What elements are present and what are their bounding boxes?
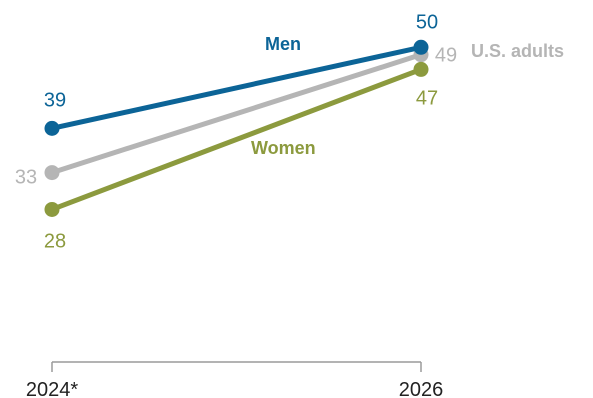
series-label-men: Men <box>265 34 301 54</box>
data-point-men-1 <box>413 39 429 55</box>
series-line-u-s-adults <box>49 52 424 176</box>
value-label-women-0: 28 <box>44 230 66 252</box>
series-label-women: Women <box>251 138 316 158</box>
value-label-men-0: 39 <box>44 89 66 111</box>
x-tick-label-1: 2026 <box>399 379 444 398</box>
data-point-women-1 <box>413 61 429 77</box>
series-label-u-s-adults: U.S. adults <box>471 41 564 61</box>
value-label-women-1: 47 <box>416 87 438 109</box>
data-point-women-0 <box>44 201 60 217</box>
value-label-u-s-adults-0: 33 <box>15 167 37 189</box>
data-point-u-s-adults-0 <box>44 165 60 181</box>
value-label-u-s-adults-1: 49 <box>435 45 457 67</box>
x-tick-label-0: 2024* <box>26 379 78 398</box>
value-label-men-1: 50 <box>416 11 438 33</box>
series-line-men <box>49 44 424 131</box>
data-point-men-0 <box>44 120 60 136</box>
series-line-women <box>49 66 424 212</box>
